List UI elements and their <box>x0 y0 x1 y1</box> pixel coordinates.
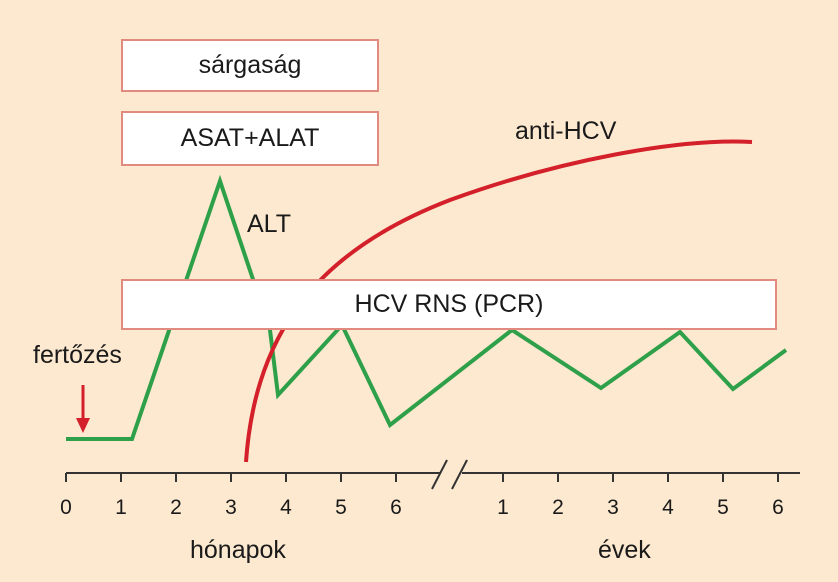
year-tick-label: 3 <box>607 496 619 519</box>
month-tick-label: 5 <box>335 496 347 519</box>
time-axis <box>66 459 800 490</box>
hcv-rna-label: HCV RNS (PCR) <box>354 290 544 318</box>
years-axis-label: évek <box>598 536 651 564</box>
alt-label: ALT <box>247 210 291 238</box>
alt-curve <box>66 174 788 441</box>
month-tick-label: 3 <box>225 496 237 519</box>
year-tick-label: 6 <box>772 496 784 519</box>
months-axis-label: hónapok <box>190 536 286 564</box>
month-tick-label: 6 <box>390 496 402 519</box>
hcv-rna-box: HCV RNS (PCR) <box>121 279 777 330</box>
infection-label: fertőzés <box>33 341 122 369</box>
month-ticks: 0 1 2 3 4 5 6 <box>60 473 402 519</box>
anti-hcv-label: anti-HCV <box>515 117 617 145</box>
year-tick-label: 2 <box>552 496 564 519</box>
enzymes-box: ASAT+ALAT <box>121 111 379 166</box>
month-tick-label: 1 <box>115 496 127 519</box>
month-tick-label: 2 <box>170 496 182 519</box>
year-tick-label: 5 <box>717 496 729 519</box>
year-ticks: 1 2 3 4 5 6 <box>497 473 784 519</box>
month-tick-label: 0 <box>60 496 72 519</box>
jaundice-box: sárgaság <box>121 39 379 92</box>
infection-arrow <box>76 385 90 433</box>
year-tick-label: 1 <box>497 496 509 519</box>
year-tick-label: 4 <box>662 496 674 519</box>
jaundice-label: sárgaság <box>198 51 302 79</box>
month-tick-label: 4 <box>280 496 292 519</box>
anti-hcv-curve <box>244 139 753 463</box>
enzymes-label: ASAT+ALAT <box>180 124 320 152</box>
